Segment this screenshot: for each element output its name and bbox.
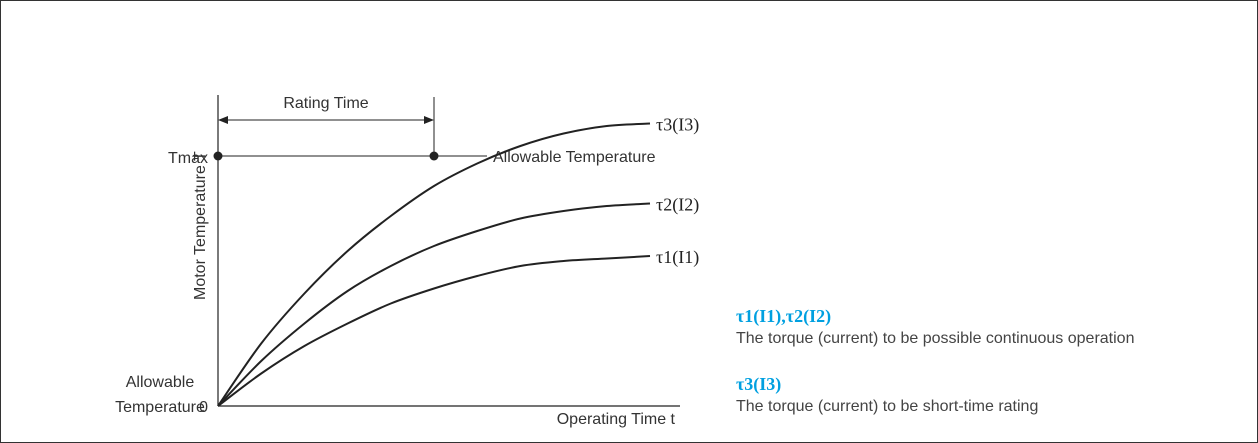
- series-line-2: [217, 202, 651, 407]
- rating-time-arrowhead-left: [218, 116, 228, 124]
- legend-title-short-time: τ3(I3): [736, 374, 782, 394]
- series-label-3: τ3(I3): [656, 115, 699, 136]
- legend-desc-short-time: The torque (current) to be short-time ra…: [736, 398, 1039, 415]
- rating-time-label: Rating Time: [283, 95, 368, 112]
- series-line-1: [217, 255, 651, 407]
- y-axis-label: Motor Temperature T: [192, 151, 209, 300]
- tmax-point: [213, 151, 223, 161]
- x-axis-label: Operating Time t: [557, 411, 676, 428]
- legend-title-continuous: τ1(I1),τ2(I2): [736, 306, 832, 326]
- legend-item-short-time: τ3(I3) The torque (current) to be short-…: [736, 374, 1038, 416]
- series-layer: τ3(I3) τ2(I2) τ1(I1): [217, 115, 699, 407]
- legend-item-continuous: τ1(I1),τ2(I2) The torque (current) to be…: [736, 306, 1134, 348]
- y-tick-tmax: Tmax: [168, 150, 208, 167]
- series-line-3: [217, 122, 651, 407]
- origin-label-line2: Temperature: [115, 399, 205, 416]
- rating-time-arrowhead-right: [424, 116, 434, 124]
- series-label-1: τ1(I1): [656, 247, 699, 268]
- origin-label-line1: Allowable: [126, 374, 195, 391]
- y-tick-zero: 0: [199, 399, 208, 416]
- crossing-point: [429, 151, 439, 161]
- allowable-temperature-label: Allowable Temperature: [493, 149, 656, 166]
- series-label-2: τ2(I2): [656, 195, 699, 216]
- legend-desc-continuous: The torque (current) to be possible cont…: [736, 330, 1135, 347]
